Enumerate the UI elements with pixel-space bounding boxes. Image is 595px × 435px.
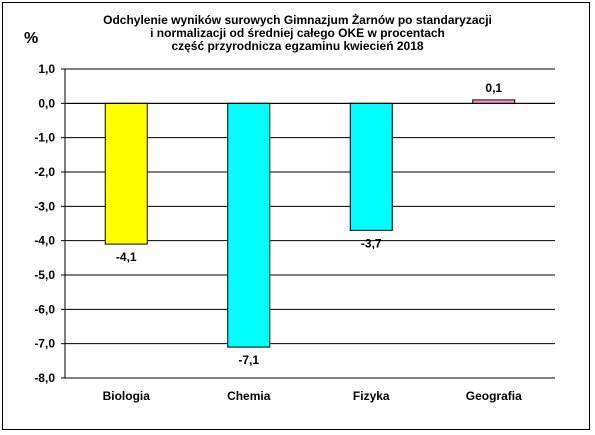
y-tick-label: -4,0 <box>34 234 55 248</box>
bar-fizyka <box>349 102 393 231</box>
chart-title-line-3: część przyrodnicza egzaminu kwiecień 201… <box>171 39 424 53</box>
y-tick-label: 0,0 <box>38 96 55 110</box>
y-tick-label: -8,0 <box>34 371 55 385</box>
chart-frame <box>2 2 590 430</box>
x-tick-label: Chemia <box>227 389 271 403</box>
y-tick-label: -1,0 <box>34 131 55 145</box>
bar-chemia <box>227 102 271 348</box>
chart-title-line-1: Odchylenie wyników surowych Gimnazjum Ża… <box>103 13 492 27</box>
data-label: -3,7 <box>361 236 382 250</box>
y-tick-label: -2,0 <box>34 165 55 179</box>
x-tick-label: Biologia <box>103 389 151 403</box>
x-tick-label: Geografia <box>466 389 522 403</box>
chart-title-line-2: i normalizacji od średniej całego OKE w … <box>150 26 445 40</box>
y-tick-label: -5,0 <box>34 268 55 282</box>
y-tick-label: 1,0 <box>38 62 55 76</box>
bar-geografia <box>472 99 516 104</box>
y-tick-label: -3,0 <box>34 199 55 213</box>
data-label: -4,1 <box>116 250 137 264</box>
y-axis-label: % <box>24 30 39 47</box>
y-tick-label: -6,0 <box>34 302 55 316</box>
data-label: -7,1 <box>238 353 259 367</box>
chart-title: Odchylenie wyników surowych Gimnazjum Ża… <box>60 14 535 53</box>
x-tick-label: Fizyka <box>353 389 390 403</box>
y-tick-label: -7,0 <box>34 337 55 351</box>
data-label: 0,1 <box>485 81 502 95</box>
bar-biologia <box>104 102 148 245</box>
